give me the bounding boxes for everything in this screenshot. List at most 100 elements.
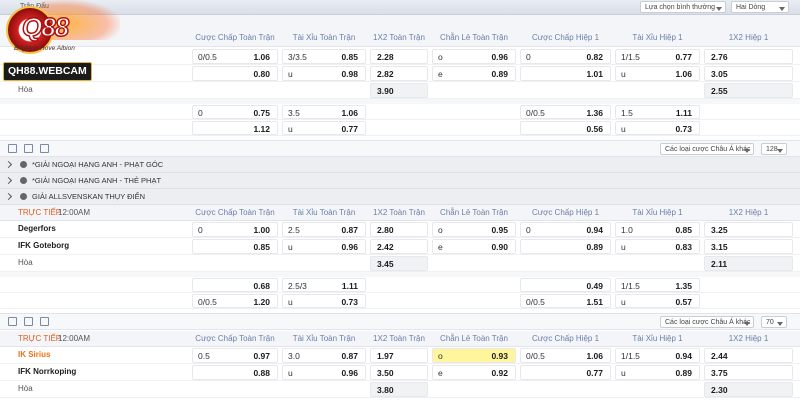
- odds-cell[interactable]: 2.5/3 1.11: [282, 278, 366, 292]
- odds-cell[interactable]: 3.5 1.06: [282, 105, 366, 119]
- odds-cell[interactable]: 3.90: [370, 83, 428, 98]
- odds-cell[interactable]: 2.28: [370, 49, 428, 64]
- odds-cell[interactable]: 0/0.5 1.20: [192, 294, 278, 308]
- odds-value: 2.76: [711, 52, 728, 62]
- toolbar-icon[interactable]: [24, 144, 33, 153]
- odds-cell[interactable]: 0/0.5 1.06: [520, 348, 611, 363]
- odds-cell[interactable]: 2.44: [704, 348, 793, 363]
- odds-cell[interactable]: u 0.96: [282, 365, 366, 380]
- league-icon: [20, 193, 27, 200]
- odds-cell[interactable]: 0 0.94: [520, 222, 611, 237]
- odds-cell[interactable]: 1.01: [520, 66, 611, 81]
- odds-cell[interactable]: 1/1.5 0.77: [615, 49, 700, 64]
- league-row[interactable]: GIẢI ALLSVENSKAN THỤY ĐIỂN: [0, 189, 800, 205]
- odds-cell[interactable]: 2.55: [704, 83, 793, 98]
- odds-cell[interactable]: 0 0.75: [192, 105, 278, 119]
- odds-cell[interactable]: 2.82: [370, 66, 428, 81]
- odds-cell[interactable]: 3.05: [704, 66, 793, 81]
- odds-cell[interactable]: 0.77: [520, 365, 611, 380]
- odds-cell[interactable]: 1/1.5 1.35: [615, 278, 700, 292]
- odds-cell[interactable]: 1.12: [192, 121, 278, 135]
- odds-cell[interactable]: 0.49: [520, 278, 611, 292]
- odds-cell[interactable]: e 0.92: [432, 365, 516, 380]
- odds-value: 0.68: [253, 280, 270, 291]
- odds-cell[interactable]: 0 1.00: [192, 222, 278, 237]
- odds-cell[interactable]: u 0.96: [282, 239, 366, 254]
- odds-value: 3.45: [377, 259, 394, 269]
- odds-cell[interactable]: 0.89: [520, 239, 611, 254]
- bet-line: o: [438, 225, 443, 235]
- odds-cell[interactable]: 3.50: [370, 365, 428, 380]
- toolbar-icon[interactable]: [8, 144, 17, 153]
- odds-cell[interactable]: 2.5 0.87: [282, 222, 366, 237]
- odds-cell[interactable]: o 0.96: [432, 49, 516, 64]
- odds-cell[interactable]: 0.80: [192, 66, 278, 81]
- toolbar-icon[interactable]: [24, 317, 33, 326]
- odds-cell[interactable]: 3/3.5 0.85: [282, 49, 366, 64]
- odds-cell[interactable]: 0.85: [192, 239, 278, 254]
- odds-value: 3.15: [711, 242, 728, 252]
- odds-cell[interactable]: e 0.90: [432, 239, 516, 254]
- odds-cell[interactable]: 0.5 0.97: [192, 348, 278, 363]
- odds-cell[interactable]: u 0.73: [615, 121, 700, 135]
- odds-cell[interactable]: u 0.98: [282, 66, 366, 81]
- bet-line: 0: [526, 52, 531, 62]
- column-header: 1X2 Hiệp 1: [728, 334, 769, 343]
- count-select[interactable]: 70: [761, 316, 787, 328]
- odds-cell[interactable]: 0.56: [520, 121, 611, 135]
- bet-line: u: [621, 123, 626, 134]
- toolbar-icon[interactable]: [8, 317, 17, 326]
- odds-cell[interactable]: 0/0.5 1.51: [520, 294, 611, 308]
- odds-cell[interactable]: 2.30: [704, 382, 793, 397]
- odds-cell[interactable]: 1.0 0.85: [615, 222, 700, 237]
- odds-value: 3.75: [711, 368, 728, 378]
- odds-cell[interactable]: 2.80: [370, 222, 428, 237]
- line-select-text: Hai Dòng: [736, 4, 766, 11]
- odds-cell[interactable]: 0.68: [192, 278, 278, 292]
- column-header: Cược Chấp Toàn Trận: [195, 208, 275, 217]
- odds-cell[interactable]: 3.45: [370, 256, 428, 271]
- odds-cell[interactable]: u 0.77: [282, 121, 366, 135]
- odds-cell[interactable]: 0.88: [192, 365, 278, 380]
- bet-line: u: [288, 296, 293, 307]
- bet-line: u: [621, 69, 626, 79]
- odds-cell[interactable]: 2.42: [370, 239, 428, 254]
- odds-cell[interactable]: 0/0.5 1.06: [192, 49, 278, 64]
- view-select[interactable]: Lựa chọn bình thường: [640, 1, 726, 13]
- odds-cell[interactable]: 1.5 1.11: [615, 105, 700, 119]
- odds-cell[interactable]: 0 0.82: [520, 49, 611, 64]
- team-name: IK Sirius: [18, 350, 51, 359]
- bet-line: 3.0: [288, 351, 300, 361]
- odds-cell[interactable]: 3.75: [704, 365, 793, 380]
- odds-cell[interactable]: 1.97: [370, 348, 428, 363]
- odds-cell[interactable]: u 1.06: [615, 66, 700, 81]
- odds-cell[interactable]: u 0.57: [615, 294, 700, 308]
- league-row[interactable]: *GIẢI NGOẠI HẠNG ANH - PHẠT GÓC: [0, 157, 800, 173]
- league-row[interactable]: *GIẢI NGOẠI HẠNG ANH - THẺ PHẠT: [0, 173, 800, 189]
- odds-cell[interactable]: 3.80: [370, 382, 428, 397]
- odds-cell[interactable]: 3.25: [704, 222, 793, 237]
- odds-cell[interactable]: u 0.83: [615, 239, 700, 254]
- odds-cell[interactable]: 3.0 0.87: [282, 348, 366, 363]
- bet-line: u: [621, 242, 626, 252]
- odds-cell[interactable]: 2.11: [704, 256, 793, 271]
- other-bets-select[interactable]: Các loại cược Châu Á khác: [660, 143, 754, 155]
- odds-value: 3.25: [711, 225, 728, 235]
- odds-cell[interactable]: 3.15: [704, 239, 793, 254]
- odds-cell[interactable]: 0/0.5 1.36: [520, 105, 611, 119]
- count-select[interactable]: 128: [761, 143, 787, 155]
- toolbar-icon[interactable]: [40, 317, 49, 326]
- line-select[interactable]: Hai Dòng: [731, 1, 789, 13]
- odds-cell[interactable]: e 0.89: [432, 66, 516, 81]
- bet-line: 0: [198, 225, 203, 235]
- odds-cell[interactable]: o 0.93: [432, 348, 516, 363]
- toolbar-icon[interactable]: [40, 144, 49, 153]
- odds-cell[interactable]: o 0.95: [432, 222, 516, 237]
- odds-cell[interactable]: u 0.73: [282, 294, 366, 308]
- odds-cell[interactable]: 1/1.5 0.94: [615, 348, 700, 363]
- bet-line: 0/0.5: [198, 296, 217, 307]
- odds-cell[interactable]: u 0.89: [615, 365, 700, 380]
- other-bets-select[interactable]: Các loại cược Châu Á khác: [660, 316, 754, 328]
- odds-cell[interactable]: 2.76: [704, 49, 793, 64]
